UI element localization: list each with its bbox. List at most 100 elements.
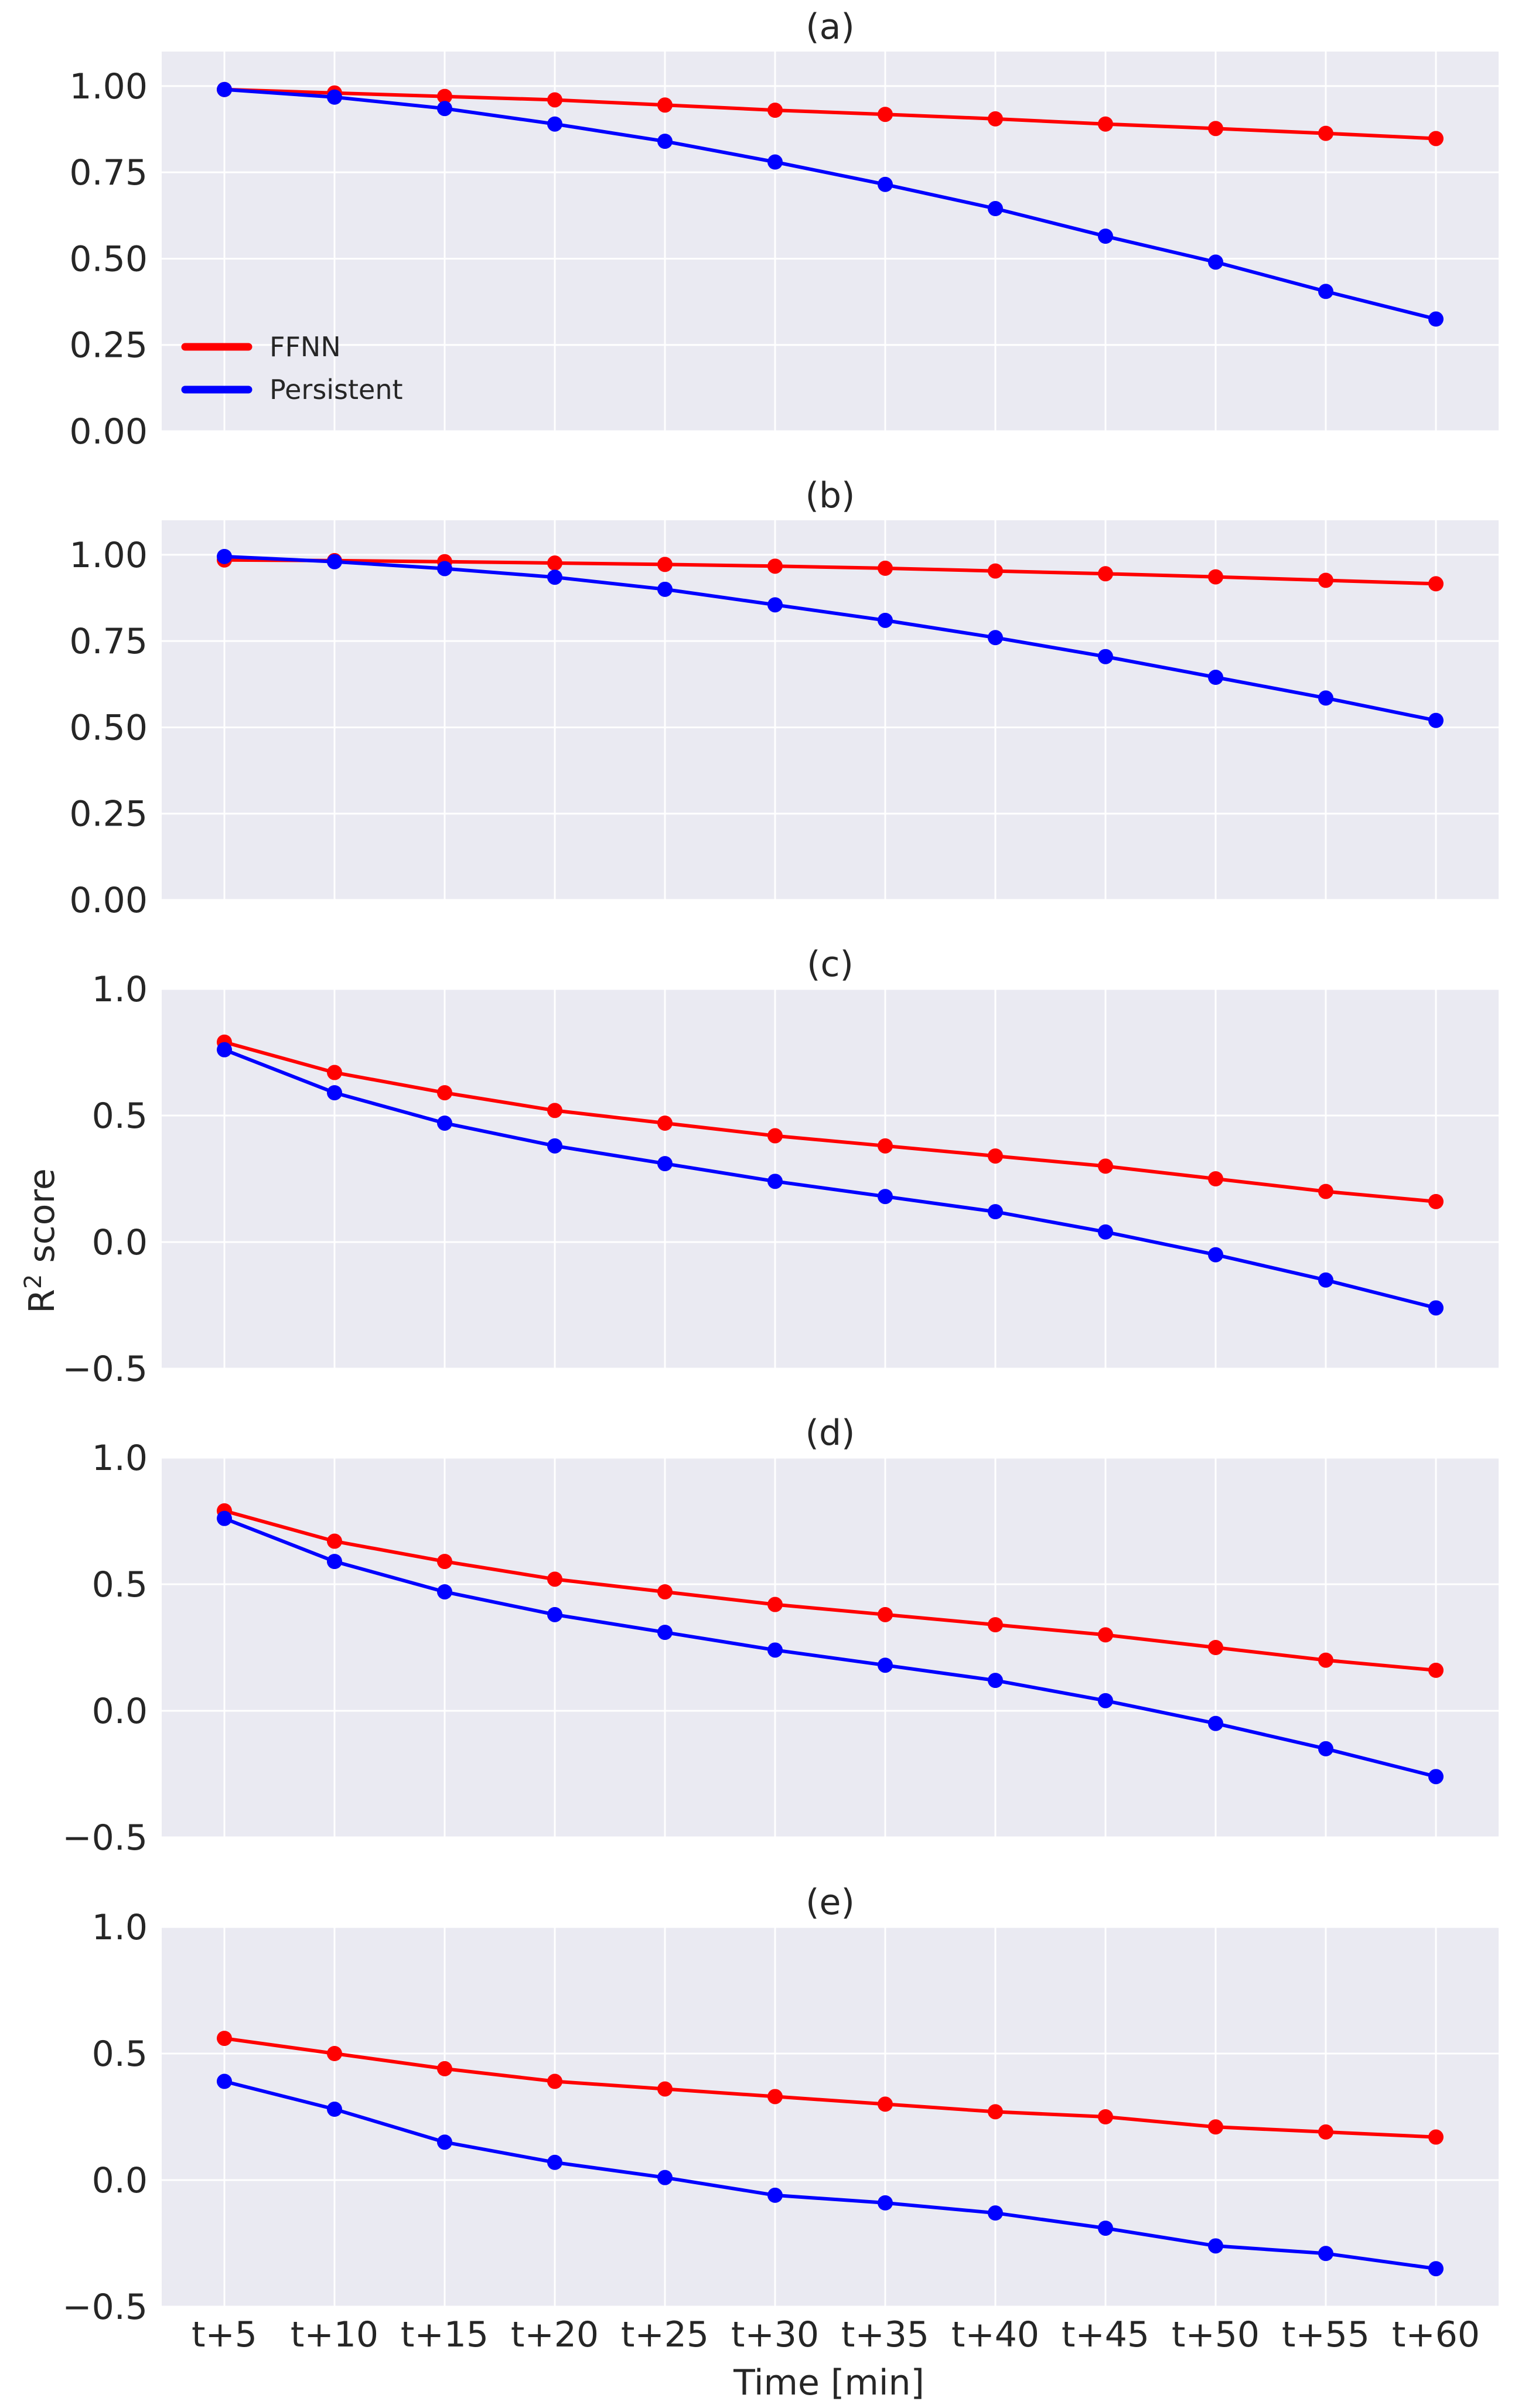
data-point-ffnn bbox=[547, 1103, 562, 1118]
data-point-persistent bbox=[657, 134, 673, 149]
data-point-persistent bbox=[1428, 712, 1444, 728]
legend: FFNN Persistent bbox=[181, 331, 403, 405]
y-axis-label-main: R bbox=[22, 1289, 63, 1314]
data-point-persistent bbox=[327, 554, 342, 569]
data-point-persistent bbox=[1098, 2221, 1113, 2236]
data-point-persistent bbox=[437, 1584, 452, 1599]
data-point-persistent bbox=[1318, 1741, 1333, 1756]
data-point-persistent bbox=[1428, 1769, 1444, 1785]
data-point-ffnn bbox=[878, 1607, 893, 1622]
data-point-ffnn bbox=[547, 92, 562, 108]
series-line-ffnn bbox=[224, 1040, 1436, 1203]
data-point-ffnn bbox=[657, 557, 673, 572]
legend-label: Persistent bbox=[269, 374, 403, 405]
data-point-persistent bbox=[1428, 2261, 1444, 2277]
y-tick-label: 1.0 bbox=[92, 969, 148, 1010]
data-point-persistent bbox=[767, 1174, 783, 1189]
data-point-persistent bbox=[547, 116, 562, 132]
x-tick-label: t+15 bbox=[401, 2314, 489, 2355]
data-point-persistent bbox=[1208, 1715, 1223, 1731]
panel-title: (b) bbox=[806, 475, 855, 516]
data-point-persistent bbox=[657, 2170, 673, 2185]
series-line-ffnn bbox=[224, 1509, 1436, 1672]
data-point-ffnn bbox=[767, 2089, 783, 2105]
y-axis-label-rest: score bbox=[22, 1168, 63, 1274]
data-point-ffnn bbox=[988, 2104, 1003, 2120]
y-tick-label: 1.0 bbox=[92, 1438, 148, 1479]
data-point-ffnn bbox=[878, 2096, 893, 2112]
data-point-ffnn bbox=[988, 111, 1003, 127]
x-axis-label: Time [min] bbox=[733, 2362, 924, 2403]
data-point-ffnn bbox=[1318, 572, 1333, 588]
data-point-ffnn bbox=[767, 558, 783, 574]
data-point-persistent bbox=[217, 1042, 232, 1058]
data-point-persistent bbox=[767, 597, 783, 613]
data-point-ffnn bbox=[1098, 116, 1113, 132]
data-point-persistent bbox=[437, 561, 452, 577]
x-tick-label: t+25 bbox=[621, 2314, 709, 2355]
data-point-persistent bbox=[327, 89, 342, 105]
data-point-persistent bbox=[988, 1204, 1003, 1220]
data-point-ffnn bbox=[327, 1533, 342, 1549]
data-point-ffnn bbox=[327, 1065, 342, 1080]
data-point-persistent bbox=[988, 201, 1003, 217]
data-point-ffnn bbox=[1208, 569, 1223, 585]
data-point-ffnn bbox=[1208, 1640, 1223, 1655]
data-point-ffnn bbox=[437, 88, 452, 104]
y-tick-label: −0.5 bbox=[62, 1349, 148, 1390]
y-tick-label: 0.5 bbox=[92, 1096, 148, 1137]
series-line-persistent bbox=[224, 87, 1436, 321]
data-point-ffnn bbox=[878, 560, 893, 576]
data-point-ffnn bbox=[1208, 2119, 1223, 2135]
data-point-ffnn bbox=[1428, 1193, 1444, 1209]
y-tick-label: 0.75 bbox=[69, 621, 148, 662]
data-point-ffnn bbox=[878, 1138, 893, 1154]
data-point-ffnn bbox=[217, 2031, 232, 2047]
data-point-persistent bbox=[878, 2195, 893, 2211]
data-point-persistent bbox=[327, 1085, 342, 1101]
data-point-persistent bbox=[1318, 2246, 1333, 2262]
x-tick-label: t+10 bbox=[291, 2314, 378, 2355]
y-tick-label: 1.00 bbox=[69, 535, 148, 576]
panel-title: (c) bbox=[807, 944, 854, 985]
data-point-persistent bbox=[988, 630, 1003, 646]
x-tick-label: t+5 bbox=[192, 2314, 257, 2355]
panel-3: −0.5 0.0 0.5 1.0 (c) bbox=[62, 944, 1499, 1390]
y-tick-label: 0.00 bbox=[69, 880, 148, 921]
y-tick-label: 0.0 bbox=[92, 1222, 148, 1263]
plot-background bbox=[162, 1458, 1499, 1837]
data-point-ffnn bbox=[988, 1617, 1003, 1633]
data-point-persistent bbox=[1428, 1300, 1444, 1316]
data-point-ffnn bbox=[1428, 576, 1444, 592]
panel-title: (a) bbox=[806, 6, 855, 47]
y-tick-label: 1.00 bbox=[69, 66, 148, 107]
x-tick-label: t+60 bbox=[1392, 2314, 1480, 2355]
data-point-ffnn bbox=[767, 103, 783, 118]
data-point-persistent bbox=[1318, 284, 1333, 299]
series-line-persistent bbox=[224, 554, 1436, 722]
data-point-ffnn bbox=[767, 1597, 783, 1612]
data-point-persistent bbox=[327, 1554, 342, 1570]
data-point-ffnn bbox=[1428, 131, 1444, 146]
series-line-persistent bbox=[223, 1516, 1436, 1779]
data-point-persistent bbox=[1098, 649, 1113, 664]
data-point-persistent bbox=[1208, 1247, 1223, 1263]
legend-label: FFNN bbox=[269, 331, 341, 363]
data-point-persistent bbox=[437, 2134, 452, 2150]
x-tick-label: t+40 bbox=[951, 2314, 1039, 2355]
data-point-ffnn bbox=[547, 2073, 562, 2089]
data-point-ffnn bbox=[1208, 121, 1223, 137]
x-tick-label: t+35 bbox=[841, 2314, 929, 2355]
series-line-ffnn bbox=[224, 87, 1436, 141]
y-tick-label: 0.25 bbox=[69, 794, 148, 835]
data-point-ffnn bbox=[1428, 1662, 1444, 1678]
data-point-ffnn bbox=[437, 2061, 452, 2076]
data-point-persistent bbox=[657, 1625, 673, 1640]
data-point-ffnn bbox=[1098, 2109, 1113, 2124]
data-point-persistent bbox=[878, 1657, 893, 1673]
data-point-persistent bbox=[547, 1138, 562, 1154]
plot-background bbox=[162, 989, 1499, 1369]
data-point-ffnn bbox=[547, 1571, 562, 1587]
x-axis-ticks: t+5 t+10 t+15 t+20 t+25 t+30 t+35 t+40 t+45 t+50 t… bbox=[192, 2314, 1480, 2355]
x-tick-label: t+30 bbox=[731, 2314, 819, 2355]
